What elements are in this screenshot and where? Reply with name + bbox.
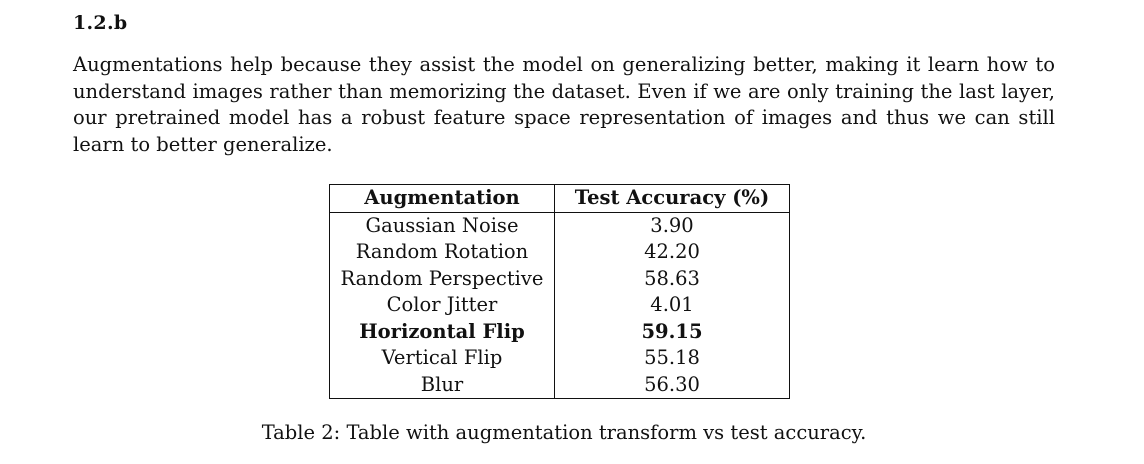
- table-row: Random Perspective 58.63: [329, 265, 790, 292]
- table-row: Vertical Flip 55.18: [329, 345, 790, 372]
- augmentation-accuracy-table: Augmentation Test Accuracy (%) Gaussian …: [329, 184, 790, 399]
- accuracy-cell: 3.90: [554, 212, 790, 239]
- table-row: Gaussian Noise 3.90: [329, 212, 790, 239]
- augmentation-cell: Random Perspective: [329, 265, 555, 292]
- column-header-augmentation: Augmentation: [329, 184, 555, 213]
- augmentation-cell: Horizontal Flip: [329, 318, 555, 345]
- results-table-container: Augmentation Test Accuracy (%) Gaussian …: [329, 184, 790, 399]
- accuracy-cell: 58.63: [554, 265, 790, 292]
- augmentation-cell: Random Rotation: [329, 239, 555, 266]
- column-header-test-accuracy: Test Accuracy (%): [554, 184, 790, 213]
- table-row: Random Rotation 42.20: [329, 239, 790, 266]
- table-header-row: Augmentation Test Accuracy (%): [329, 184, 790, 213]
- table-row: Blur 56.30: [329, 371, 790, 399]
- augmentation-cell: Vertical Flip: [329, 345, 555, 372]
- augmentation-cell: Gaussian Noise: [329, 212, 555, 239]
- augmentation-cell: Color Jitter: [329, 292, 555, 319]
- accuracy-cell: 59.15: [554, 318, 790, 345]
- body-paragraph: Augmentations help because they assist t…: [73, 53, 1055, 156]
- section-heading: 1.2.b: [73, 12, 128, 34]
- accuracy-cell: 42.20: [554, 239, 790, 266]
- augmentation-cell: Blur: [329, 371, 555, 399]
- accuracy-cell: 56.30: [554, 371, 790, 399]
- accuracy-cell: 4.01: [554, 292, 790, 319]
- accuracy-cell: 55.18: [554, 345, 790, 372]
- table-row: Color Jitter 4.01: [329, 292, 790, 319]
- table-caption: Table 2: Table with augmentation transfo…: [261, 421, 867, 444]
- table-row-best: Horizontal Flip 59.15: [329, 318, 790, 345]
